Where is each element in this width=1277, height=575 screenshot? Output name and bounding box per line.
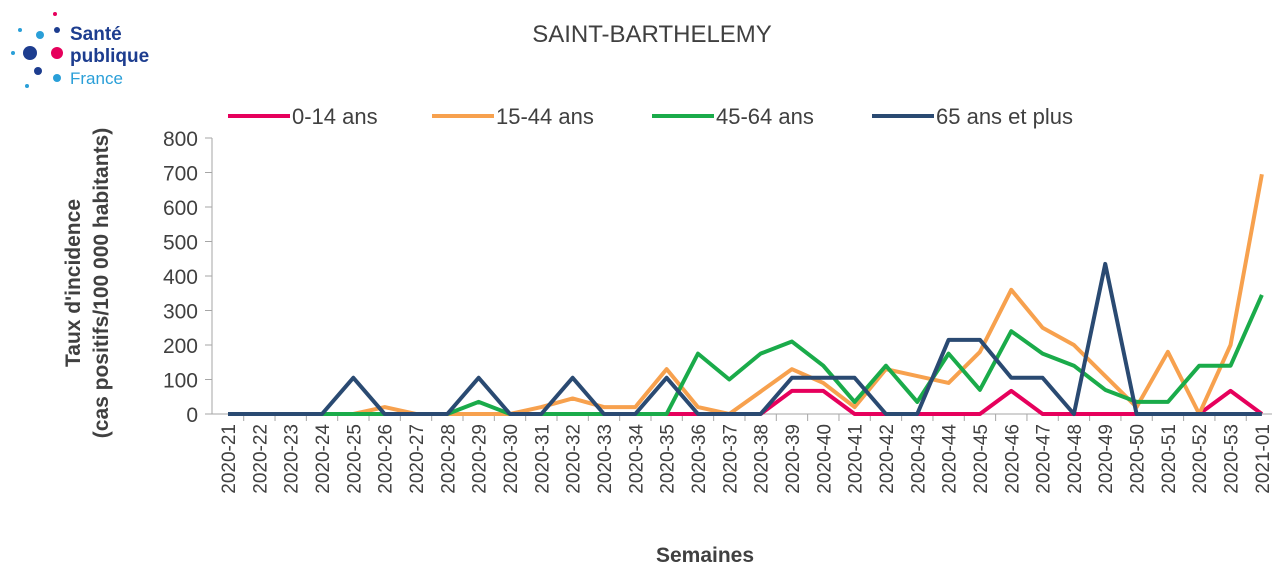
y-tick-label: 200 xyxy=(163,335,198,358)
y-tick-label: 700 xyxy=(163,163,198,186)
x-tick-label: 2020-42 xyxy=(877,424,898,494)
x-tick-label: 2020-26 xyxy=(376,424,397,494)
y-axis-label: (cas positifs/100 000 habitants) xyxy=(90,128,113,438)
logo: Santé publique France xyxy=(11,12,149,88)
x-tick-label: 2020-25 xyxy=(344,424,365,494)
x-tick-label: 2020-33 xyxy=(595,424,616,494)
x-tick-label: 2021-01 xyxy=(1253,424,1274,494)
logo-text: France xyxy=(70,69,123,88)
x-tick-label: 2020-23 xyxy=(282,424,303,494)
x-tick-label: 2020-40 xyxy=(814,424,835,494)
x-tick-label: 2020-41 xyxy=(846,424,867,494)
x-tick-label: 2020-47 xyxy=(1034,424,1055,494)
y-tick-label: 800 xyxy=(163,128,198,151)
x-tick-label: 2020-36 xyxy=(689,424,710,494)
x-tick-label: 2020-39 xyxy=(783,424,804,494)
x-tick-label: 2020-28 xyxy=(438,424,459,494)
x-tick-label: 2020-27 xyxy=(407,424,428,494)
y-tick-label: 300 xyxy=(163,301,198,324)
y-axis-label: Taux d'incidence xyxy=(62,199,85,367)
legend-label: 0-14 ans xyxy=(292,104,378,129)
y-tick-label: 0 xyxy=(186,404,198,427)
logo-text: Santé xyxy=(70,24,122,45)
chart-title: SAINT-BARTHELEMY xyxy=(532,21,772,48)
x-tick-label: 2020-51 xyxy=(1159,424,1180,494)
series-line xyxy=(228,294,1264,416)
series-line xyxy=(228,173,1264,416)
x-tick-label: 2020-44 xyxy=(940,424,961,494)
x-tick-label: 2020-35 xyxy=(658,424,679,494)
x-tick-label: 2020-24 xyxy=(313,424,334,494)
x-tick-label: 2020-21 xyxy=(219,424,240,494)
x-tick-label: 2020-31 xyxy=(532,424,553,494)
x-tick-label: 2020-52 xyxy=(1190,424,1211,494)
x-tick-label: 2020-43 xyxy=(908,424,929,494)
x-tick-label: 2020-37 xyxy=(720,424,741,494)
logo-text: publique xyxy=(70,46,149,67)
x-tick-label: 2020-22 xyxy=(250,424,271,494)
x-tick-label: 2020-49 xyxy=(1096,424,1117,494)
x-tick-label: 2020-30 xyxy=(501,424,522,494)
x-tick-label: 2020-50 xyxy=(1128,424,1149,494)
y-tick-label: 500 xyxy=(163,232,198,255)
series-line xyxy=(228,261,1262,416)
x-tick-label: 2020-46 xyxy=(1002,424,1023,494)
x-axis-label: Semaines xyxy=(656,544,754,567)
x-tick-label: 2020-38 xyxy=(752,424,773,494)
x-tick-label: 2020-29 xyxy=(470,424,491,494)
y-tick-label: 400 xyxy=(163,266,198,289)
x-tick-label: 2020-32 xyxy=(564,424,585,494)
legend-label: 65 ans et plus xyxy=(936,104,1073,129)
x-tick-label: 2020-48 xyxy=(1065,424,1086,494)
x-tick-label: 2020-53 xyxy=(1222,424,1243,494)
legend-label: 45-64 ans xyxy=(716,104,814,129)
legend-label: 15-44 ans xyxy=(496,104,594,129)
y-tick-label: 600 xyxy=(163,197,198,220)
y-tick-label: 100 xyxy=(163,370,198,393)
x-tick-label: 2020-45 xyxy=(971,424,992,494)
x-tick-label: 2020-34 xyxy=(626,424,647,494)
